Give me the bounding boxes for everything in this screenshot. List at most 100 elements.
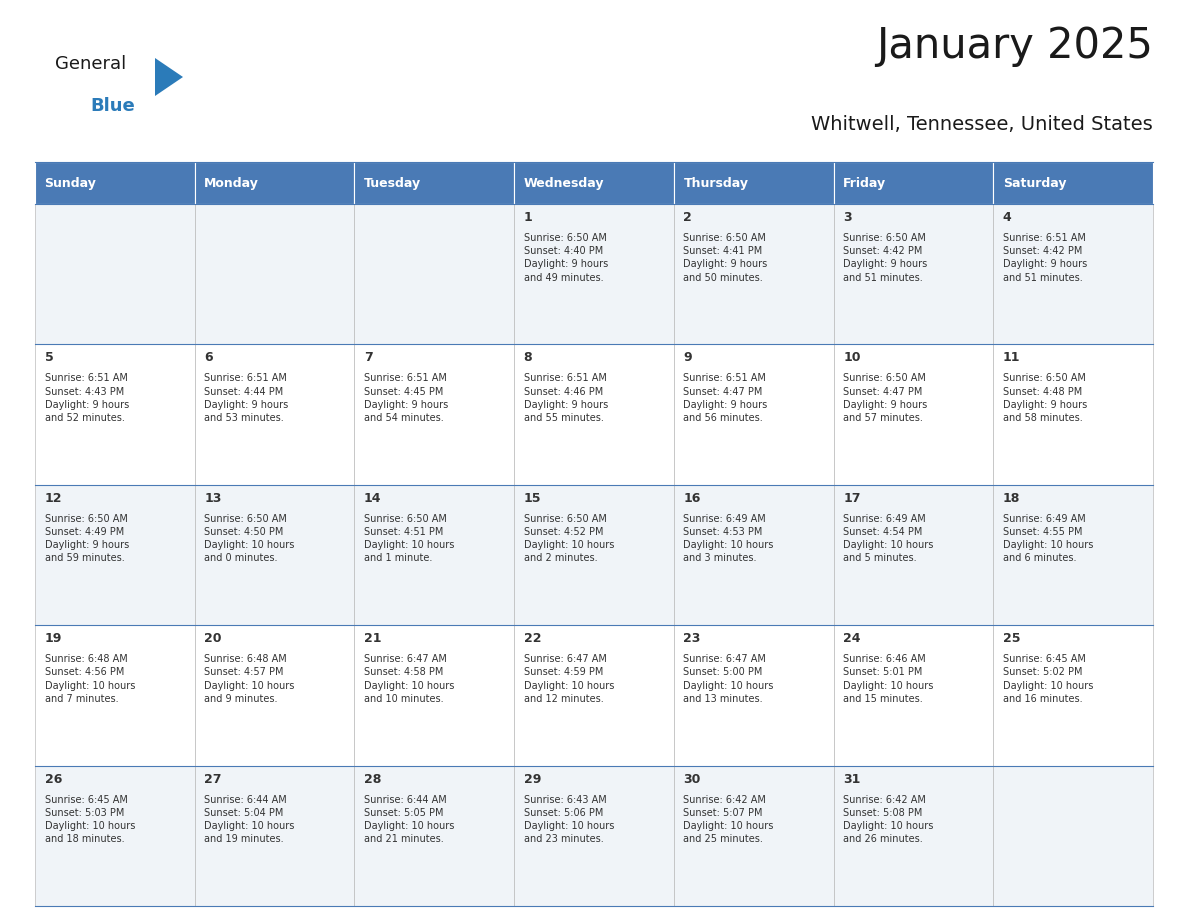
Text: Sunrise: 6:51 AM
Sunset: 4:46 PM
Daylight: 9 hours
and 55 minutes.: Sunrise: 6:51 AM Sunset: 4:46 PM Dayligh…: [524, 374, 608, 423]
Text: Sunrise: 6:47 AM
Sunset: 4:58 PM
Daylight: 10 hours
and 10 minutes.: Sunrise: 6:47 AM Sunset: 4:58 PM Dayligh…: [364, 655, 454, 704]
Text: 8: 8: [524, 352, 532, 364]
Bar: [993, 625, 1154, 766]
Text: 9: 9: [683, 352, 693, 364]
Text: Sunrise: 6:47 AM
Sunset: 5:00 PM
Daylight: 10 hours
and 13 minutes.: Sunrise: 6:47 AM Sunset: 5:00 PM Dayligh…: [683, 655, 773, 704]
Text: Sunrise: 6:50 AM
Sunset: 4:52 PM
Daylight: 10 hours
and 2 minutes.: Sunrise: 6:50 AM Sunset: 4:52 PM Dayligh…: [524, 514, 614, 564]
Bar: [34, 485, 195, 625]
Text: Sunrise: 6:50 AM
Sunset: 4:42 PM
Daylight: 9 hours
and 51 minutes.: Sunrise: 6:50 AM Sunset: 4:42 PM Dayligh…: [843, 233, 928, 283]
Bar: [674, 766, 834, 906]
Bar: [354, 344, 514, 485]
Text: 3: 3: [843, 211, 852, 224]
Text: Sunrise: 6:51 AM
Sunset: 4:44 PM
Daylight: 9 hours
and 53 minutes.: Sunrise: 6:51 AM Sunset: 4:44 PM Dayligh…: [204, 374, 289, 423]
Text: 2: 2: [683, 211, 693, 224]
Bar: [514, 344, 674, 485]
Text: Blue: Blue: [90, 97, 134, 115]
Bar: [514, 766, 674, 906]
Text: Sunrise: 6:50 AM
Sunset: 4:41 PM
Daylight: 9 hours
and 50 minutes.: Sunrise: 6:50 AM Sunset: 4:41 PM Dayligh…: [683, 233, 767, 283]
Text: Monday: Monday: [204, 176, 259, 189]
Text: Sunrise: 6:51 AM
Sunset: 4:42 PM
Daylight: 9 hours
and 51 minutes.: Sunrise: 6:51 AM Sunset: 4:42 PM Dayligh…: [1003, 233, 1087, 283]
Text: Sunrise: 6:45 AM
Sunset: 5:02 PM
Daylight: 10 hours
and 16 minutes.: Sunrise: 6:45 AM Sunset: 5:02 PM Dayligh…: [1003, 655, 1093, 704]
Bar: [514, 162, 674, 204]
Bar: [195, 485, 354, 625]
Text: Sunrise: 6:44 AM
Sunset: 5:05 PM
Daylight: 10 hours
and 21 minutes.: Sunrise: 6:44 AM Sunset: 5:05 PM Dayligh…: [364, 795, 454, 845]
Text: 22: 22: [524, 633, 542, 645]
Bar: [834, 204, 993, 344]
Text: 13: 13: [204, 492, 222, 505]
Text: 20: 20: [204, 633, 222, 645]
Text: Friday: Friday: [843, 176, 886, 189]
Bar: [993, 766, 1154, 906]
Bar: [834, 485, 993, 625]
Text: 18: 18: [1003, 492, 1020, 505]
Text: Sunrise: 6:49 AM
Sunset: 4:55 PM
Daylight: 10 hours
and 6 minutes.: Sunrise: 6:49 AM Sunset: 4:55 PM Dayligh…: [1003, 514, 1093, 564]
Bar: [195, 766, 354, 906]
Text: Saturday: Saturday: [1003, 176, 1067, 189]
Bar: [34, 162, 195, 204]
Bar: [354, 766, 514, 906]
Bar: [514, 625, 674, 766]
Text: 27: 27: [204, 773, 222, 786]
Text: Sunrise: 6:50 AM
Sunset: 4:49 PM
Daylight: 9 hours
and 59 minutes.: Sunrise: 6:50 AM Sunset: 4:49 PM Dayligh…: [45, 514, 128, 564]
Text: Sunrise: 6:50 AM
Sunset: 4:51 PM
Daylight: 10 hours
and 1 minute.: Sunrise: 6:50 AM Sunset: 4:51 PM Dayligh…: [364, 514, 454, 564]
Text: Sunrise: 6:42 AM
Sunset: 5:08 PM
Daylight: 10 hours
and 26 minutes.: Sunrise: 6:42 AM Sunset: 5:08 PM Dayligh…: [843, 795, 934, 845]
Text: 6: 6: [204, 352, 213, 364]
Text: Sunrise: 6:50 AM
Sunset: 4:40 PM
Daylight: 9 hours
and 49 minutes.: Sunrise: 6:50 AM Sunset: 4:40 PM Dayligh…: [524, 233, 608, 283]
Text: Sunrise: 6:51 AM
Sunset: 4:45 PM
Daylight: 9 hours
and 54 minutes.: Sunrise: 6:51 AM Sunset: 4:45 PM Dayligh…: [364, 374, 448, 423]
Text: January 2025: January 2025: [876, 25, 1154, 67]
Bar: [195, 344, 354, 485]
Bar: [993, 162, 1154, 204]
Bar: [354, 485, 514, 625]
Bar: [514, 204, 674, 344]
Text: 1: 1: [524, 211, 532, 224]
Text: Sunrise: 6:51 AM
Sunset: 4:47 PM
Daylight: 9 hours
and 56 minutes.: Sunrise: 6:51 AM Sunset: 4:47 PM Dayligh…: [683, 374, 767, 423]
Text: 5: 5: [45, 352, 53, 364]
Text: 29: 29: [524, 773, 541, 786]
Text: Tuesday: Tuesday: [364, 176, 421, 189]
Bar: [34, 204, 195, 344]
Text: 19: 19: [45, 633, 62, 645]
Bar: [674, 204, 834, 344]
Bar: [834, 625, 993, 766]
Text: Sunrise: 6:49 AM
Sunset: 4:54 PM
Daylight: 10 hours
and 5 minutes.: Sunrise: 6:49 AM Sunset: 4:54 PM Dayligh…: [843, 514, 934, 564]
Text: Sunday: Sunday: [45, 176, 96, 189]
Bar: [34, 344, 195, 485]
Bar: [674, 485, 834, 625]
Polygon shape: [154, 58, 183, 96]
Bar: [195, 204, 354, 344]
Text: 30: 30: [683, 773, 701, 786]
Text: Sunrise: 6:45 AM
Sunset: 5:03 PM
Daylight: 10 hours
and 18 minutes.: Sunrise: 6:45 AM Sunset: 5:03 PM Dayligh…: [45, 795, 135, 845]
Text: 26: 26: [45, 773, 62, 786]
Text: 14: 14: [364, 492, 381, 505]
Bar: [674, 344, 834, 485]
Text: 11: 11: [1003, 352, 1020, 364]
Text: 31: 31: [843, 773, 860, 786]
Bar: [674, 162, 834, 204]
Text: 12: 12: [45, 492, 62, 505]
Text: Sunrise: 6:48 AM
Sunset: 4:56 PM
Daylight: 10 hours
and 7 minutes.: Sunrise: 6:48 AM Sunset: 4:56 PM Dayligh…: [45, 655, 135, 704]
Bar: [354, 625, 514, 766]
Text: Sunrise: 6:50 AM
Sunset: 4:47 PM
Daylight: 9 hours
and 57 minutes.: Sunrise: 6:50 AM Sunset: 4:47 PM Dayligh…: [843, 374, 928, 423]
Text: General: General: [55, 55, 126, 73]
Text: 10: 10: [843, 352, 860, 364]
Text: 28: 28: [364, 773, 381, 786]
Bar: [354, 162, 514, 204]
Text: 21: 21: [364, 633, 381, 645]
Text: Sunrise: 6:49 AM
Sunset: 4:53 PM
Daylight: 10 hours
and 3 minutes.: Sunrise: 6:49 AM Sunset: 4:53 PM Dayligh…: [683, 514, 773, 564]
Text: Sunrise: 6:47 AM
Sunset: 4:59 PM
Daylight: 10 hours
and 12 minutes.: Sunrise: 6:47 AM Sunset: 4:59 PM Dayligh…: [524, 655, 614, 704]
Bar: [834, 344, 993, 485]
Text: Sunrise: 6:44 AM
Sunset: 5:04 PM
Daylight: 10 hours
and 19 minutes.: Sunrise: 6:44 AM Sunset: 5:04 PM Dayligh…: [204, 795, 295, 845]
Text: Sunrise: 6:48 AM
Sunset: 4:57 PM
Daylight: 10 hours
and 9 minutes.: Sunrise: 6:48 AM Sunset: 4:57 PM Dayligh…: [204, 655, 295, 704]
Bar: [354, 204, 514, 344]
Text: Sunrise: 6:50 AM
Sunset: 4:50 PM
Daylight: 10 hours
and 0 minutes.: Sunrise: 6:50 AM Sunset: 4:50 PM Dayligh…: [204, 514, 295, 564]
Bar: [993, 344, 1154, 485]
Text: Sunrise: 6:50 AM
Sunset: 4:48 PM
Daylight: 9 hours
and 58 minutes.: Sunrise: 6:50 AM Sunset: 4:48 PM Dayligh…: [1003, 374, 1087, 423]
Text: 15: 15: [524, 492, 542, 505]
Text: 23: 23: [683, 633, 701, 645]
Bar: [993, 485, 1154, 625]
Bar: [834, 162, 993, 204]
Text: Sunrise: 6:51 AM
Sunset: 4:43 PM
Daylight: 9 hours
and 52 minutes.: Sunrise: 6:51 AM Sunset: 4:43 PM Dayligh…: [45, 374, 128, 423]
Bar: [514, 485, 674, 625]
Text: Thursday: Thursday: [683, 176, 748, 189]
Text: 25: 25: [1003, 633, 1020, 645]
Bar: [195, 625, 354, 766]
